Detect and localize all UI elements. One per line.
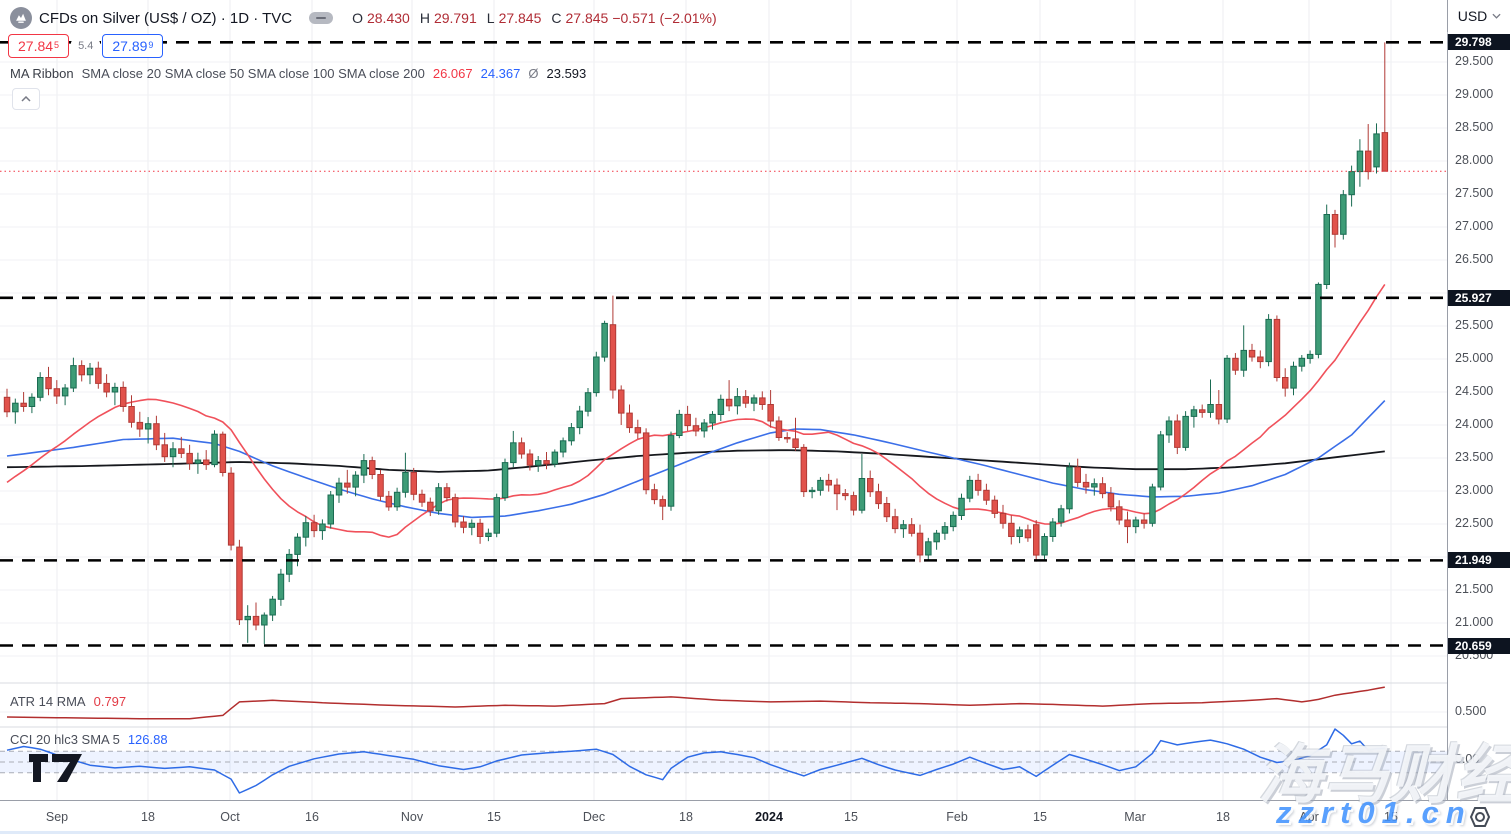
tradingview-logo[interactable] (26, 747, 88, 787)
sell-price-button[interactable]: 27.84 5 (8, 34, 70, 58)
time-axis-label: 15 (1384, 810, 1398, 824)
open-label: O (352, 10, 363, 26)
price-axis-label: 27.500 (1455, 186, 1494, 200)
high-label: H (419, 10, 430, 26)
price-axis-label: 22.500 (1455, 516, 1494, 530)
time-axis-label: Dec (582, 810, 606, 824)
time-axis-label: 18 (141, 810, 155, 824)
sma50-value: 24.367 (480, 66, 521, 81)
average-symbol: Ø (528, 66, 539, 81)
time-axis-label: 16 (305, 810, 319, 824)
symbol-title[interactable]: CFDs on Silver (US$ / OZ) · 1D · TVC (39, 9, 293, 27)
time-axis-label: 15 (487, 810, 501, 824)
ma-ribbon-params: SMA close 20 SMA close 50 SMA close 100 … (81, 66, 425, 81)
time-axis-label: 18 (1216, 810, 1230, 824)
price-line-badge: 25.927 (1448, 289, 1510, 306)
price-axis-label: 24.000 (1455, 417, 1494, 431)
bottom-edge-strip (0, 831, 1511, 834)
atr-legend: ATR 14 RMA 0.797 (10, 694, 126, 709)
indicator-axis-label: 0.00 (1455, 752, 1480, 766)
sma20-value: 26.067 (432, 66, 473, 81)
chevron-down-icon (1492, 13, 1501, 19)
symbol-logo-icon (10, 7, 32, 29)
time-axis-label: 15 (844, 810, 858, 824)
low-value: 27.845 (498, 10, 542, 26)
close-label: C (551, 10, 562, 26)
time-axis-label: Feb (946, 810, 968, 824)
market-status-pill[interactable] (309, 12, 334, 24)
buy-price-button[interactable]: 27.89 9 (102, 34, 164, 58)
ma-ribbon-legend: MA Ribbon SMA close 20 SMA close 50 SMA … (10, 66, 586, 81)
price-axis-label: 25.500 (1455, 318, 1494, 332)
price-axis-label: 21.500 (1455, 582, 1494, 596)
price-axis-label: 29.000 (1455, 87, 1494, 101)
price-axis-label: 28.000 (1455, 153, 1494, 167)
time-axis[interactable]: Sep 18 Oct 16 Nov 15 Dec 18 2024 15 Feb 15 Mar 18 Apr 1… (0, 801, 1511, 834)
session-clock-icon[interactable] (1468, 805, 1492, 829)
low-label: L (486, 10, 495, 26)
time-axis-label: Mar (1124, 810, 1146, 824)
price-axis-label: 23.000 (1455, 483, 1494, 497)
cci-legend: CCI 20 hlc3 SMA 5 126.88 (10, 732, 168, 747)
price-line-badge: 29.798 (1448, 34, 1510, 51)
time-axis-label: Sep (45, 810, 69, 824)
time-axis-label: 15 (1033, 810, 1047, 824)
cci-value: 126.88 (127, 732, 168, 747)
symbol-legend-row: CFDs on Silver (US$ / OZ) · 1D · TVC O 28… (10, 7, 717, 29)
price-axis-label: 28.500 (1455, 120, 1494, 134)
spread-value: 5.4 (71, 40, 101, 52)
price-line-badge: 21.949 (1448, 552, 1510, 569)
currency-label: USD (1457, 8, 1488, 24)
price-axis-label: 21.000 (1455, 615, 1494, 629)
high-value: 29.791 (433, 10, 477, 26)
time-axis-label: 2024 (755, 810, 783, 824)
quote-row: 27.84 5 5.4 27.89 9 (8, 34, 164, 58)
atr-value: 0.797 (93, 694, 127, 709)
price-axis-label: 23.500 (1455, 450, 1494, 464)
price-axis[interactable]: USD 29.500 29.000 28.500 28.000 27.500 27.000… (1448, 0, 1511, 800)
price-line-badge: 20.659 (1448, 637, 1510, 654)
collapse-legend-button[interactable] (12, 88, 40, 110)
time-axis-label: Oct (220, 810, 240, 824)
indicator-axis-label: 0.500 (1455, 704, 1487, 718)
price-axis-label: 29.500 (1455, 54, 1494, 68)
time-axis-label: 18 (679, 810, 693, 824)
ma-ribbon-title[interactable]: MA Ribbon (10, 66, 74, 81)
time-axis-label: Apr (1299, 810, 1319, 824)
price-axis-label: 27.000 (1455, 219, 1494, 233)
price-axis-label: 26.500 (1455, 252, 1494, 266)
price-axis-label: 25.000 (1455, 351, 1494, 365)
close-value: 27.845 (565, 10, 609, 26)
open-value: 28.430 (366, 10, 410, 26)
price-axis-label: 24.500 (1455, 384, 1494, 398)
cci-title[interactable]: CCI 20 hlc3 SMA 5 (10, 732, 120, 747)
time-axis-label: Nov (400, 810, 424, 824)
ohlc-readout: O 28.430 H 29.791 L 27.845 C 27.845 −0.571 (… (346, 10, 717, 26)
change-value: −0.571 (−2.01%) (612, 10, 717, 26)
currency-selector[interactable]: USD (1448, 0, 1511, 32)
sma200-value: 23.593 (546, 66, 587, 81)
atr-title[interactable]: ATR 14 RMA (10, 694, 86, 709)
